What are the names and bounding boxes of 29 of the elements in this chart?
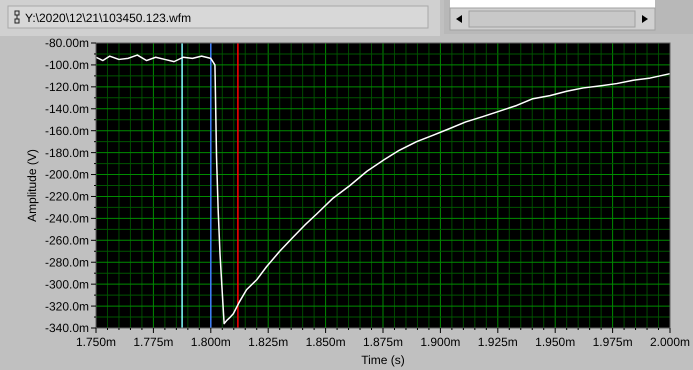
y-tick-label: -200.0m bbox=[44, 168, 89, 182]
x-tick-label: 1.950m bbox=[535, 335, 576, 349]
y-tick-label: -120.0m bbox=[44, 80, 89, 94]
x-tick-label: 1.875m bbox=[362, 335, 404, 349]
y-tick-label: -160.0m bbox=[44, 124, 89, 138]
x-tick-label: 1.800m bbox=[190, 335, 231, 349]
y-axis-title: Amplitude (V) bbox=[25, 149, 39, 222]
x-tick-label: 2.000m bbox=[650, 335, 690, 349]
x-axis-title: Time (s) bbox=[361, 353, 405, 367]
line-series bbox=[95, 54, 671, 324]
y-tick-label: -80.00m bbox=[44, 36, 89, 50]
y-tick-label: -320.0m bbox=[44, 299, 89, 314]
y-tick-label: -220.0m bbox=[44, 190, 89, 204]
y-tick-label: -280.0m bbox=[44, 255, 89, 270]
x-tick-label: 1.775m bbox=[133, 335, 174, 349]
x-tick-label: 1.975m bbox=[592, 335, 633, 349]
x-tick-label: 1.925m bbox=[478, 335, 518, 349]
y-tick-label: -100.0m bbox=[44, 58, 89, 72]
x-tick-label: 1.750m bbox=[76, 335, 116, 349]
x-tick-label: 1.850m bbox=[306, 335, 346, 349]
y-tick-label: -240.0m bbox=[44, 212, 89, 226]
y-tick-label: -180.0m bbox=[44, 146, 89, 160]
y-tick-label: -340.0m bbox=[44, 321, 89, 336]
y-tick-label: -260.0m bbox=[44, 234, 89, 248]
x-tick-label: 1.900m bbox=[420, 335, 460, 349]
x-tick-label: 1.825m bbox=[248, 335, 288, 349]
y-tick-label: -300.0m bbox=[44, 277, 89, 292]
y-tick-label: -140.0m bbox=[44, 102, 89, 116]
text: Y:\2020\12\21\103450.123.wfm bbox=[25, 11, 192, 25]
